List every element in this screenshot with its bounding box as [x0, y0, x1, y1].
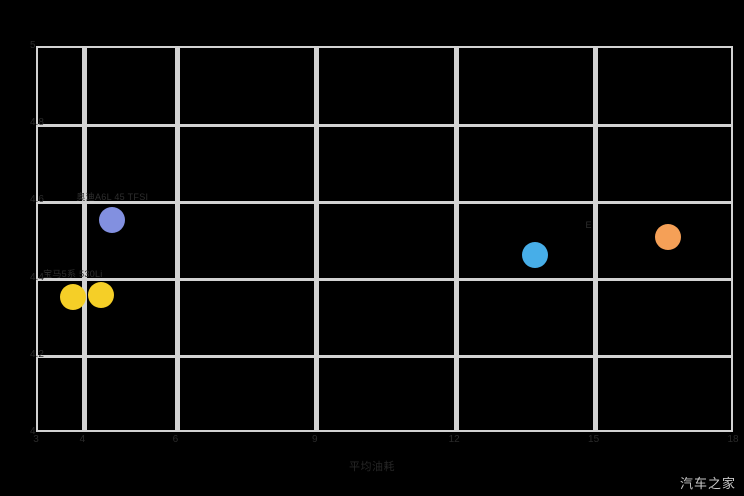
data-point-label: 奥迪A6L 45 TFSI [76, 191, 149, 202]
data-point[interactable] [87, 282, 114, 309]
gridline-horizontal [38, 200, 731, 204]
x-tick-label: 18 [727, 434, 739, 445]
gridline-horizontal [38, 355, 731, 359]
watermark: 汽车之家 [679, 477, 736, 492]
y-tick-label: 4 [30, 426, 36, 437]
x-tick-label: 9 [312, 434, 318, 445]
x-tick-label: 4 [79, 434, 86, 445]
gridline-horizontal [38, 278, 731, 282]
gridline-vertical [174, 48, 180, 430]
x-tick-label: 15 [588, 434, 600, 445]
x-tick-label: 12 [448, 434, 460, 445]
data-point[interactable] [59, 283, 86, 310]
data-point[interactable] [99, 206, 126, 233]
y-tick-label: 4.2 [30, 348, 44, 360]
y-tick-label: 4.8 [30, 117, 44, 129]
chart-annotation: E [585, 220, 592, 231]
gridline-vertical [453, 48, 459, 430]
y-tick-label: 4.6 [30, 194, 44, 206]
gridline-vertical [593, 48, 599, 430]
data-point[interactable] [522, 241, 549, 268]
data-point[interactable] [654, 224, 681, 251]
x-tick-label: 3 [33, 434, 39, 445]
gridline-vertical [314, 48, 320, 430]
y-tick-label: 5 [30, 40, 36, 51]
x-axis-title: 平均油耗 [349, 461, 395, 473]
y-tick-label: 4.4 [30, 271, 44, 283]
x-tick-label: 6 [172, 434, 179, 445]
data-point-label: 宝马5系 530Li [43, 268, 103, 279]
gridline-vertical [81, 48, 87, 430]
plot-area: 奥迪A6L 45 TFSI 宝马5系 530Li E [36, 46, 733, 432]
gridline-horizontal [38, 123, 731, 127]
